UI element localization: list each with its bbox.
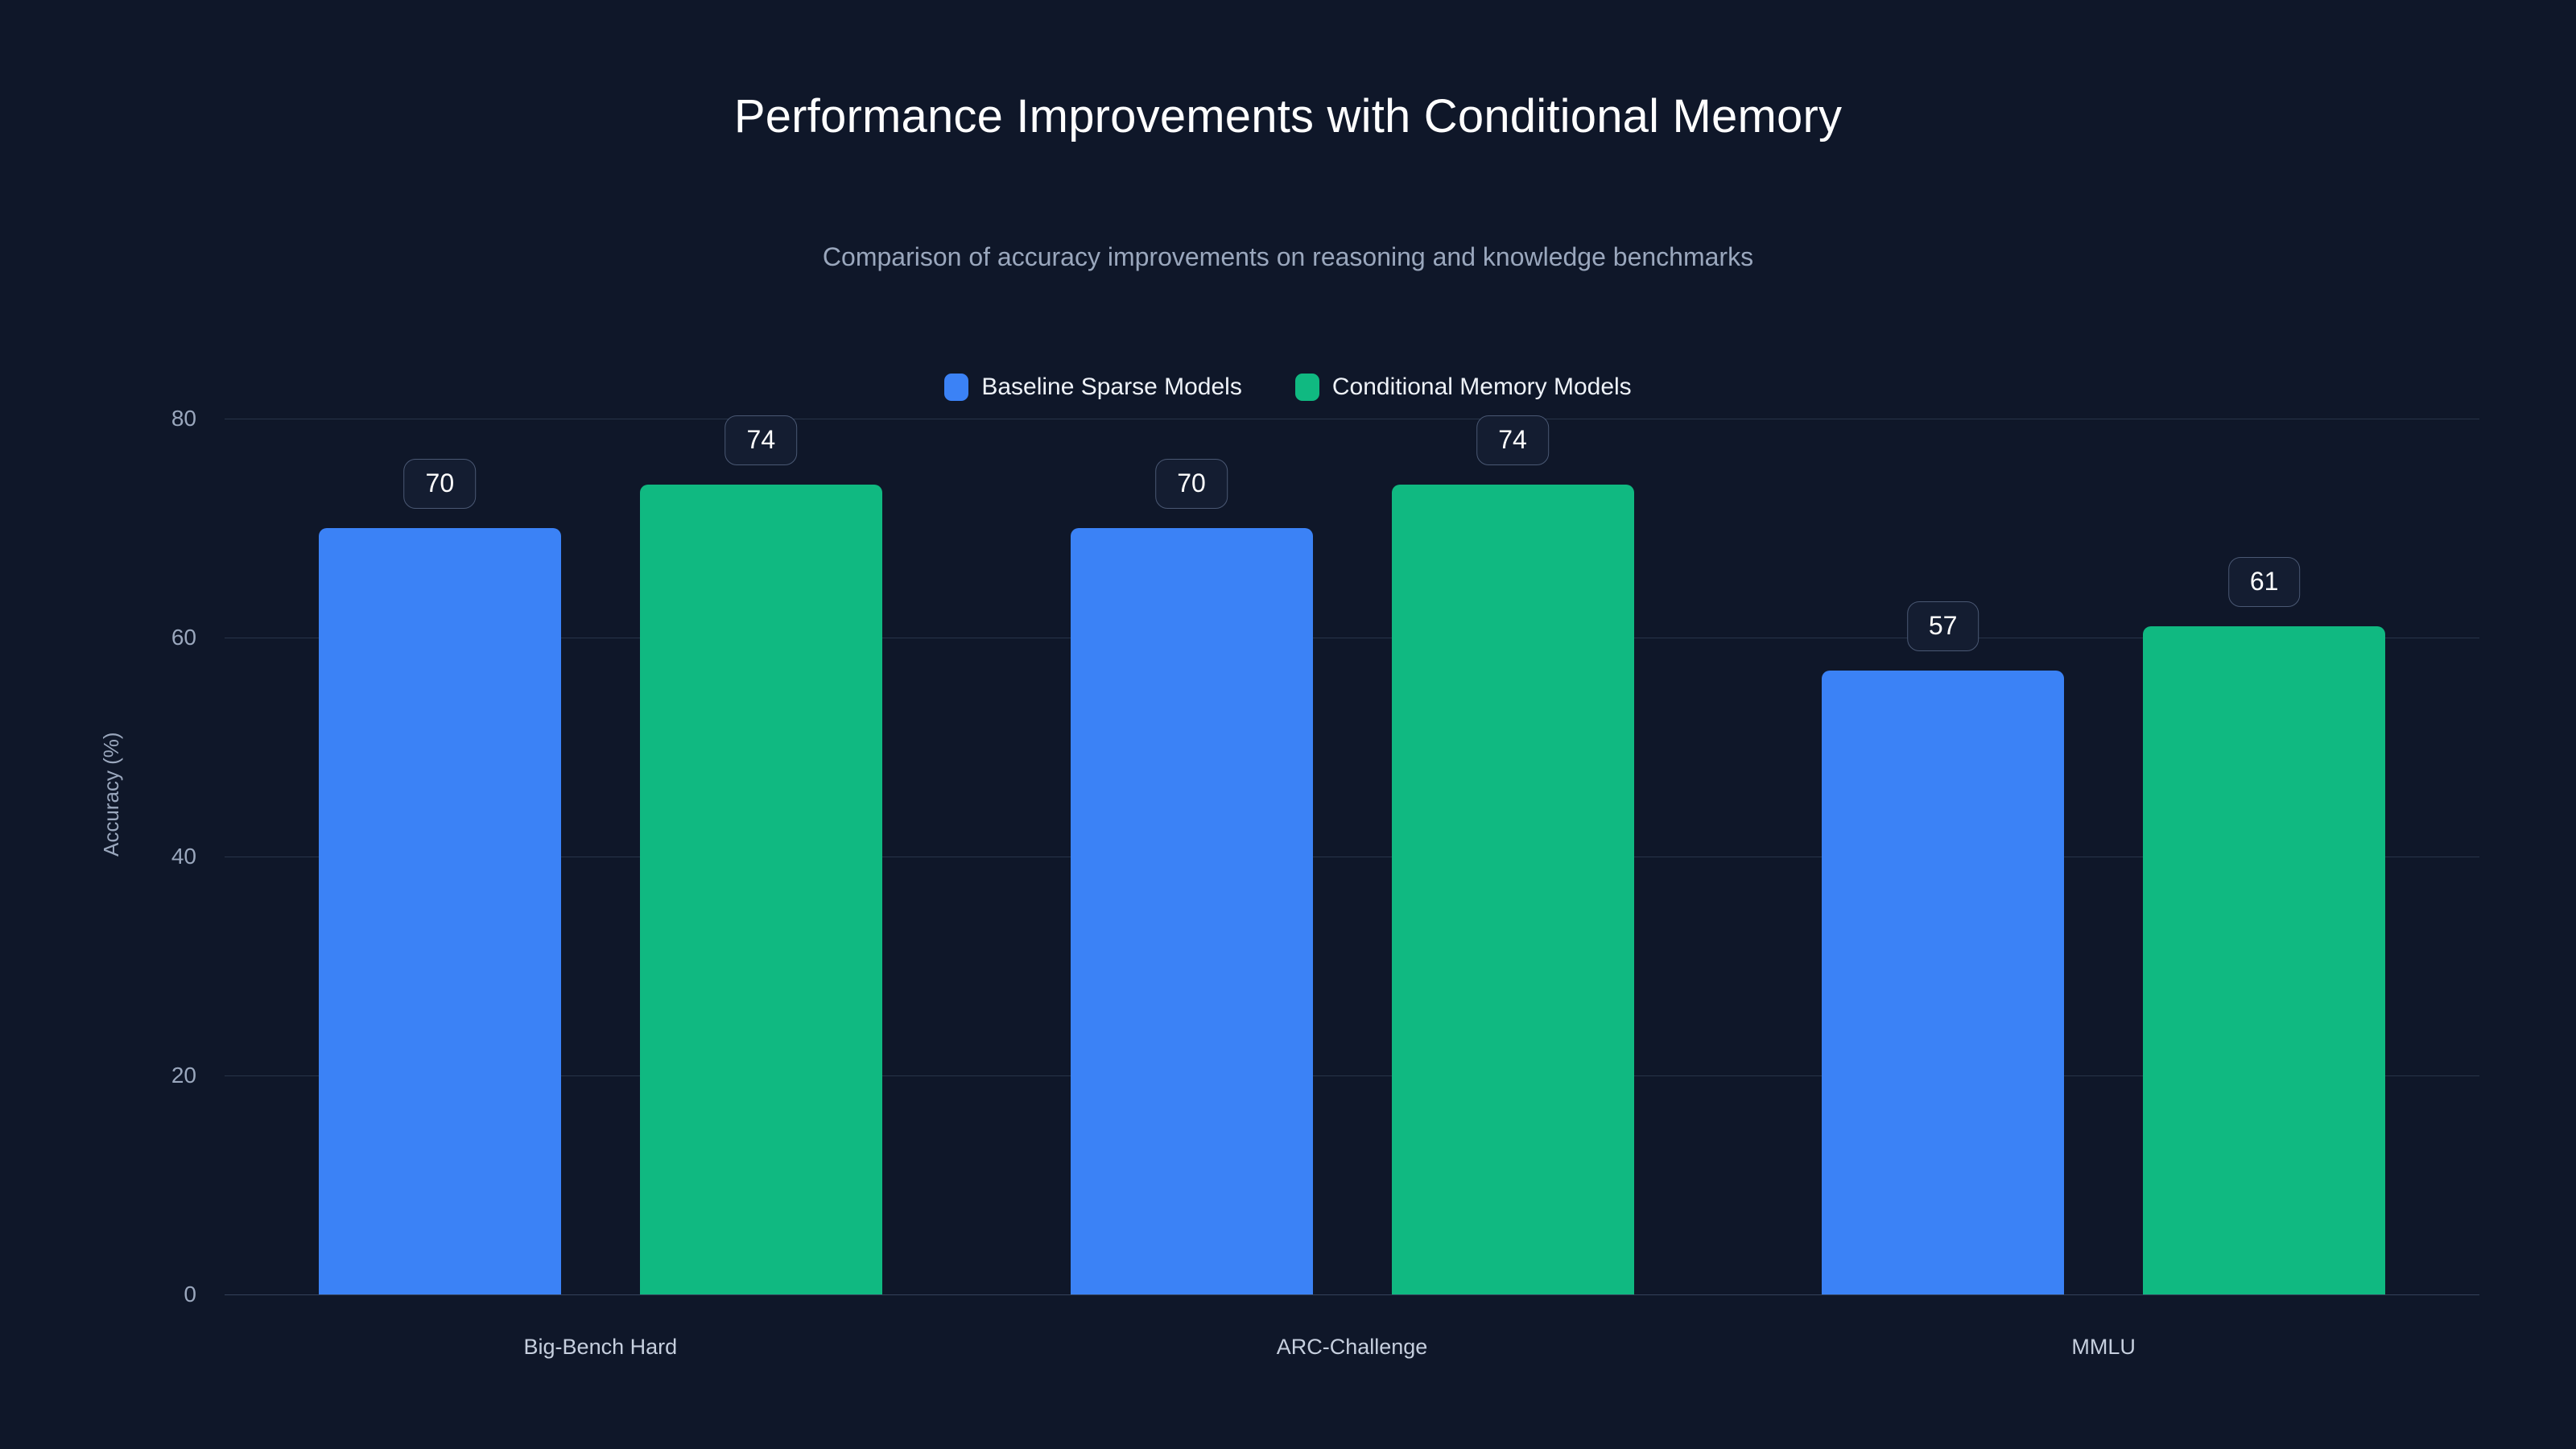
bar[interactable]: [1391, 484, 1634, 1294]
bar[interactable]: [1070, 528, 1313, 1294]
bar[interactable]: [318, 528, 561, 1294]
y-axis-tick-label: 20: [171, 1063, 196, 1088]
y-axis-tick-label: 0: [184, 1282, 196, 1307]
bar-value-label: 57: [1906, 601, 1979, 651]
legend-swatch-icon: [944, 374, 969, 401]
legend-item-0[interactable]: Baseline Sparse Models: [944, 374, 1242, 401]
legend-item-label: Conditional Memory Models: [1331, 374, 1632, 400]
bar-value-label: 61: [2227, 557, 2301, 608]
gridline: [225, 1075, 2479, 1076]
x-axis-tick-label: ARC-Challenge: [1276, 1335, 1428, 1359]
chart-subtitle: Comparison of accuracy improvements on r…: [822, 242, 1754, 271]
y-axis-tick-label: 40: [171, 844, 196, 869]
bar[interactable]: [2143, 626, 2386, 1294]
y-axis-tick-label: 80: [171, 406, 196, 431]
legend-item-1[interactable]: Conditional Memory Models: [1294, 374, 1632, 401]
y-axis-label: Accuracy (%): [99, 732, 123, 857]
bar-value-label: 70: [403, 459, 477, 509]
chart-legend: Baseline Sparse Models Conditional Memory…: [0, 374, 2576, 401]
chart-title: Performance Improvements with Conditiona…: [733, 90, 1843, 142]
legend-swatch-icon: [1294, 374, 1319, 401]
bar[interactable]: [1822, 670, 2065, 1294]
bar-value-label: 74: [1476, 415, 1549, 465]
x-axis-tick-label: MMLU: [2071, 1335, 2136, 1359]
legend-item-label: Baseline Sparse Models: [981, 374, 1242, 400]
y-axis-tick-label: 60: [171, 625, 196, 650]
bar-value-label: 74: [724, 415, 798, 465]
bar-value-label: 70: [1155, 459, 1228, 509]
gridline: [225, 1294, 2479, 1295]
x-axis-tick-label: Big-Bench Hard: [523, 1335, 678, 1359]
plot-area: 70 74 70 74 57 61: [225, 415, 2479, 1295]
bar[interactable]: [639, 484, 882, 1294]
